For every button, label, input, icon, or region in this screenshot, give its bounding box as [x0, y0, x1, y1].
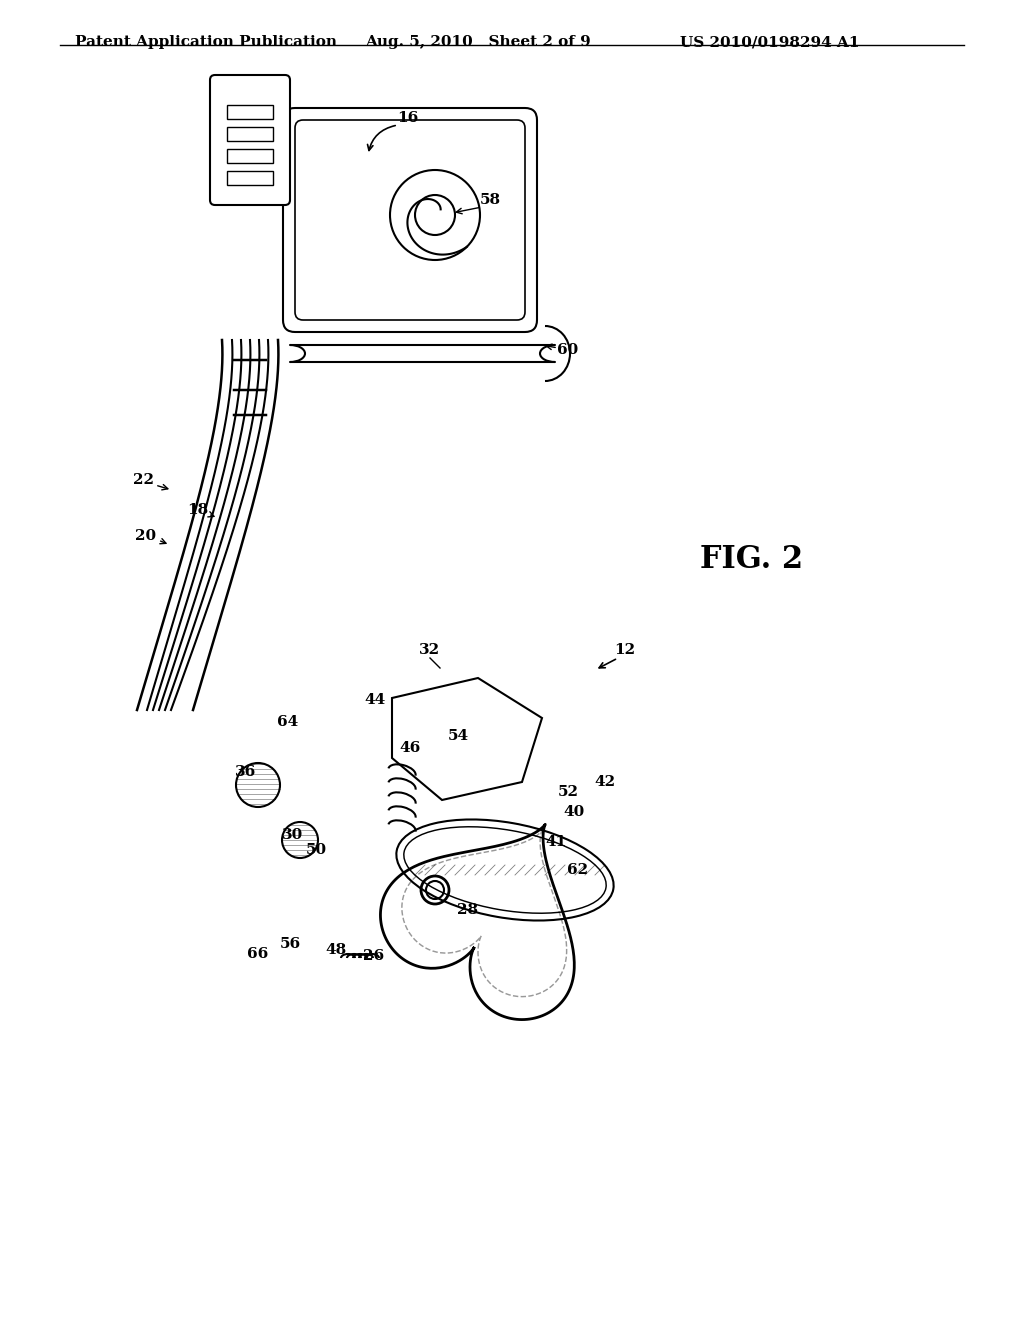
- Text: 60: 60: [557, 343, 579, 356]
- Text: 62: 62: [567, 863, 589, 876]
- Circle shape: [282, 822, 318, 858]
- Text: 54: 54: [447, 729, 469, 743]
- Text: 36: 36: [236, 766, 257, 779]
- Text: 18: 18: [187, 503, 209, 517]
- Text: 20: 20: [135, 529, 157, 543]
- Text: 22: 22: [132, 473, 154, 487]
- Bar: [227, 172, 273, 185]
- Text: 44: 44: [365, 693, 386, 708]
- Text: 46: 46: [399, 741, 421, 755]
- Text: 56: 56: [280, 937, 301, 950]
- Bar: [227, 127, 273, 141]
- Text: 41: 41: [546, 836, 566, 849]
- Text: 40: 40: [563, 805, 585, 818]
- Text: 16: 16: [397, 111, 419, 125]
- FancyBboxPatch shape: [210, 75, 290, 205]
- Bar: [227, 149, 273, 162]
- Text: 52: 52: [557, 785, 579, 799]
- Text: Patent Application Publication: Patent Application Publication: [75, 36, 337, 49]
- Text: 48: 48: [326, 942, 347, 957]
- Bar: [227, 106, 273, 119]
- Text: 32: 32: [420, 643, 440, 657]
- Text: 12: 12: [614, 643, 636, 657]
- Text: 50: 50: [305, 843, 327, 857]
- Text: 66: 66: [248, 946, 268, 961]
- Text: US 2010/0198294 A1: US 2010/0198294 A1: [680, 36, 859, 49]
- Text: 26: 26: [364, 949, 385, 964]
- Text: 58: 58: [479, 193, 501, 207]
- Text: FIG. 2: FIG. 2: [700, 544, 803, 576]
- Text: 64: 64: [278, 715, 299, 729]
- Text: 30: 30: [283, 828, 304, 842]
- FancyBboxPatch shape: [283, 108, 537, 333]
- Text: 42: 42: [595, 775, 615, 789]
- Text: Aug. 5, 2010   Sheet 2 of 9: Aug. 5, 2010 Sheet 2 of 9: [365, 36, 591, 49]
- Circle shape: [236, 763, 280, 807]
- Text: 28: 28: [458, 903, 478, 917]
